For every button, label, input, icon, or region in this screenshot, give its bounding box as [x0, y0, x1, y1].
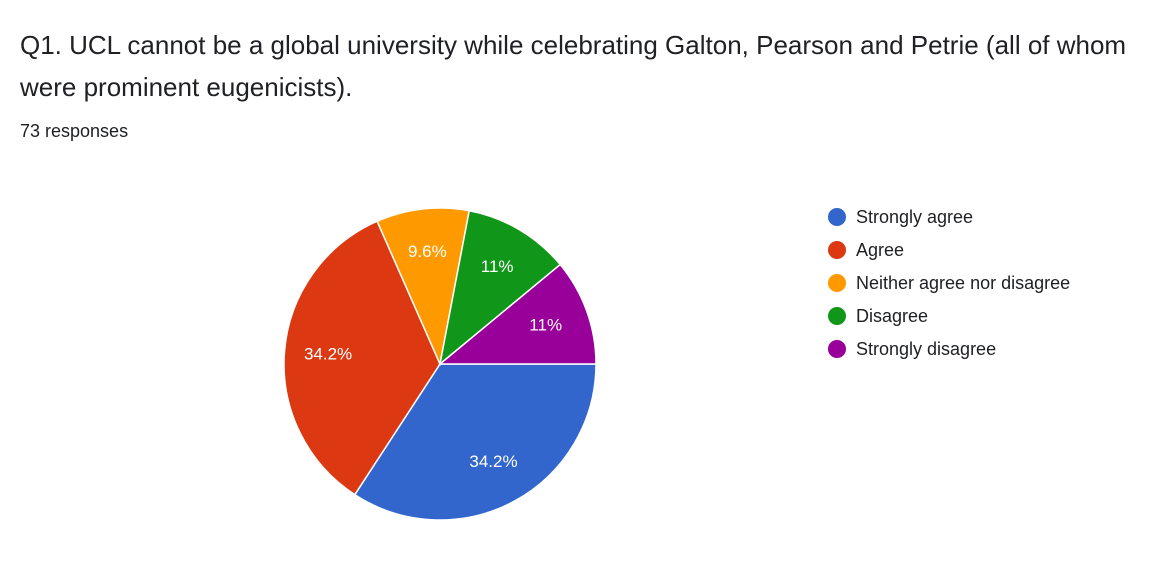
legend-marker [828, 274, 846, 292]
legend-label: Strongly agree [856, 207, 973, 227]
legend-label: Strongly disagree [856, 339, 996, 359]
legend-marker [828, 241, 846, 259]
response-count: 73 responses [20, 121, 129, 141]
slice-label: 9.6% [408, 242, 447, 261]
legend-label: Neither agree nor disagree [856, 273, 1070, 293]
pie-slice [438, 209, 562, 366]
legend-marker [828, 208, 846, 226]
legend-marker [828, 307, 846, 325]
slice-label: 34.2% [469, 452, 517, 471]
slice-label: 11% [529, 315, 562, 334]
legend-label: Agree [856, 240, 904, 260]
slice-label: 11% [481, 257, 514, 276]
slice-label: 34.2% [304, 344, 352, 363]
legend-marker [828, 340, 846, 358]
pie-slice [283, 220, 441, 496]
legend-label: Disagree [856, 306, 928, 326]
pie-slice [437, 263, 597, 365]
pie-slice [376, 207, 471, 367]
chart-title: Q1. UCL cannot be a global university wh… [20, 30, 1127, 102]
